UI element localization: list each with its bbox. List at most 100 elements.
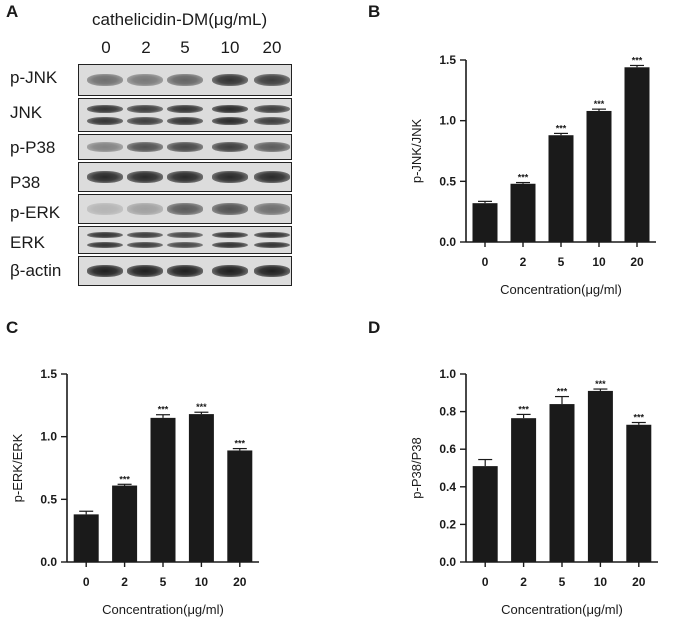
significance-label: *** [518, 173, 529, 183]
y-tick-label: 0.5 [439, 174, 456, 188]
blot-band [212, 231, 248, 239]
significance-label: *** [158, 405, 169, 415]
blot-band [127, 116, 163, 126]
blot-band [167, 74, 203, 86]
lane-label: 2 [141, 38, 151, 57]
x-tick-label: 10 [594, 575, 608, 589]
x-tick-label: 2 [520, 255, 527, 269]
y-tick-label: 1.5 [439, 53, 456, 67]
blot-band [87, 74, 123, 86]
blot-strip [78, 162, 292, 192]
x-axis-label: Concentration(μg/ml) [102, 602, 224, 617]
blot-band [212, 241, 248, 249]
y-tick-label: 1.0 [439, 114, 456, 128]
y-tick-label: 1.0 [439, 367, 456, 381]
panel-letter-c: C [6, 318, 19, 337]
bar-chart-pjnk: 0.0 0.5 1.0 1.5 0 *** 2 *** 5 *** 10 *** 20 Concentra… [409, 53, 656, 297]
x-tick-label: 0 [83, 575, 90, 589]
blot-strip [78, 64, 292, 96]
bar-chart-pp38: 0.0 0.2 0.4 0.6 0.8 1.0 0 *** 2 *** 5 *** 10 *** 20 Con… [409, 367, 658, 617]
blot-band [167, 171, 203, 183]
bar [472, 203, 498, 242]
significance-label: *** [556, 123, 567, 133]
blot-band [212, 265, 248, 277]
x-axis-label: Concentration(μg/ml) [500, 282, 622, 297]
bar [587, 390, 613, 562]
x-tick-label: 20 [630, 255, 644, 269]
panel-letter-d: D [368, 318, 381, 337]
blot-band [254, 265, 290, 277]
blot-row-label: p-P38 [10, 138, 56, 157]
bar [549, 404, 575, 562]
y-tick-label: 0.6 [439, 442, 456, 456]
blot-row-label: JNK [10, 103, 43, 122]
blot-band [87, 171, 123, 183]
blot-row-label: p-ERK [10, 203, 61, 222]
y-tick-label: 0.2 [439, 517, 456, 531]
blot-strip [78, 194, 292, 224]
blot-row-label: ERK [10, 233, 45, 252]
blot-band [212, 142, 248, 152]
blot-band [254, 241, 290, 249]
blot-row-label: p-JNK [10, 68, 58, 87]
blot-strip [78, 134, 292, 160]
blot-band [127, 171, 163, 183]
bar [150, 417, 176, 562]
x-tick-label: 20 [233, 575, 247, 589]
blot-band [127, 203, 163, 215]
blot-band [167, 265, 203, 277]
blot-band [212, 116, 248, 126]
blot-band [254, 74, 290, 86]
blot-band [212, 171, 248, 183]
y-axis-label: p-JNK/JNK [409, 119, 424, 184]
x-tick-label: 10 [592, 255, 606, 269]
significance-label: *** [518, 404, 529, 414]
y-tick-label: 0.4 [439, 480, 456, 494]
y-tick-label: 1.0 [40, 430, 57, 444]
bar [626, 424, 652, 562]
panel-letter-b: B [368, 2, 381, 21]
blot-band [127, 104, 163, 114]
significance-label: *** [634, 413, 645, 423]
blot-strip [78, 256, 292, 286]
x-tick-label: 2 [520, 575, 527, 589]
bar [188, 414, 214, 562]
y-axis-label: p-P38/P38 [409, 437, 424, 498]
bar [510, 183, 536, 242]
blot-band [87, 142, 123, 152]
blot-band [254, 171, 290, 183]
significance-label: *** [235, 439, 246, 449]
blot-band [167, 104, 203, 114]
bar [227, 450, 253, 562]
blot-strip [78, 98, 292, 132]
blot-band [87, 104, 123, 114]
significance-label: *** [557, 387, 568, 397]
y-tick-label: 0.0 [439, 235, 456, 249]
blot-title: cathelicidin-DM(μg/mL) [92, 10, 268, 29]
blot-band [127, 142, 163, 152]
blot-band [87, 241, 123, 249]
x-tick-label: 20 [632, 575, 646, 589]
bar-chart-perk: 0.0 0.5 1.0 1.5 0 *** 2 *** 5 *** 10 *** 20 Concentra… [10, 367, 259, 617]
blot-band [87, 231, 123, 239]
y-tick-label: 0.8 [439, 405, 456, 419]
blot-band [254, 203, 290, 215]
x-tick-label: 5 [559, 575, 566, 589]
bar [548, 135, 574, 242]
blot-band [87, 265, 123, 277]
blot-band [254, 116, 290, 126]
bar [586, 110, 612, 243]
bar [112, 485, 138, 562]
lane-label: 10 [220, 38, 240, 57]
blot-band [167, 231, 203, 239]
blot-band [254, 142, 290, 152]
blot-band [254, 231, 290, 239]
blot-band [212, 203, 248, 215]
bar [511, 418, 537, 562]
blot-band [87, 116, 123, 126]
blot-row-label: β-actin [10, 261, 62, 280]
y-tick-label: 0.0 [439, 555, 456, 569]
blot-band [212, 74, 248, 86]
blot-band [167, 203, 203, 215]
x-tick-label: 5 [160, 575, 167, 589]
